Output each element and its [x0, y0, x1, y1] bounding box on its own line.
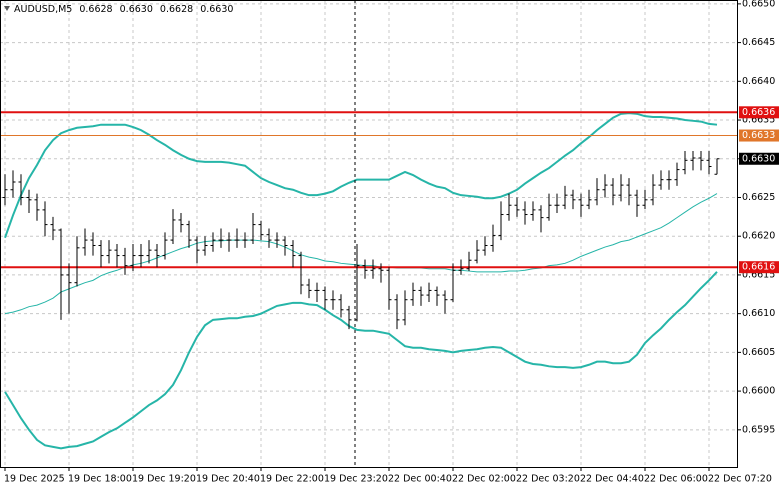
x-tick-label: 19 Dec 18:00: [68, 474, 132, 485]
y-tick-label: 0.6610: [742, 308, 775, 319]
y-tick-label: 0.6645: [742, 37, 775, 48]
symbol: AUDUSD,M5: [14, 4, 72, 15]
y-tick-label: 0.6635: [742, 115, 775, 126]
y-tick-label: 0.6605: [742, 347, 775, 358]
level-label-box: [739, 106, 779, 119]
header-low: 0.6628: [160, 4, 193, 15]
level-label: 0.6616: [742, 262, 775, 273]
header-high: 0.6630: [120, 4, 153, 15]
plot-border: [0, 0, 738, 468]
current-price-box: [739, 152, 779, 165]
level-label: 0.6636: [742, 107, 775, 118]
x-tick-label: 19 Dec 2025: [4, 474, 65, 485]
y-tick-label: 0.6625: [742, 192, 775, 203]
bollinger-band: [4, 112, 718, 239]
chart-title: AUDUSD,M5 0.6628 0.6630 0.6628 0.6630: [14, 4, 233, 15]
y-tick-label: 0.6600: [742, 386, 775, 397]
x-tick-label: 19 Dec 19:20: [132, 474, 196, 485]
header-close: 0.6630: [200, 4, 233, 15]
bollinger-band: [4, 271, 718, 450]
x-tick-label: 19 Dec 20:40: [196, 474, 260, 485]
grid: [0, 0, 737, 467]
header-icon: [4, 6, 10, 11]
y-tick-label: 0.6595: [742, 424, 775, 435]
level-label-box: [739, 129, 779, 142]
y-tick-label: 0.6615: [742, 269, 775, 280]
x-tick-label: 19 Dec 23:20: [324, 474, 388, 485]
plot: [0, 111, 737, 450]
y-tick-label: 0.6650: [742, 0, 775, 9]
x-tick-label: 22 Dec 00:40: [388, 474, 452, 485]
x-tick-label: 19 Dec 22:00: [260, 474, 324, 485]
y-tick-label: 0.6640: [742, 76, 775, 87]
x-tick-label: 22 Dec 06:00: [644, 474, 708, 485]
level-label: 0.6633: [742, 130, 775, 141]
y-tick-label: 0.6620: [742, 231, 775, 242]
x-tick-label: 22 Dec 04:40: [580, 474, 644, 485]
current-price-label: 0.6630: [742, 153, 775, 164]
x-tick-label: 22 Dec 07:20: [708, 474, 772, 485]
header-open: 0.6628: [79, 4, 112, 15]
level-label-box: [739, 261, 779, 274]
x-tick-label: 22 Dec 02:00: [452, 474, 516, 485]
x-tick-label: 22 Dec 03:20: [516, 474, 580, 485]
